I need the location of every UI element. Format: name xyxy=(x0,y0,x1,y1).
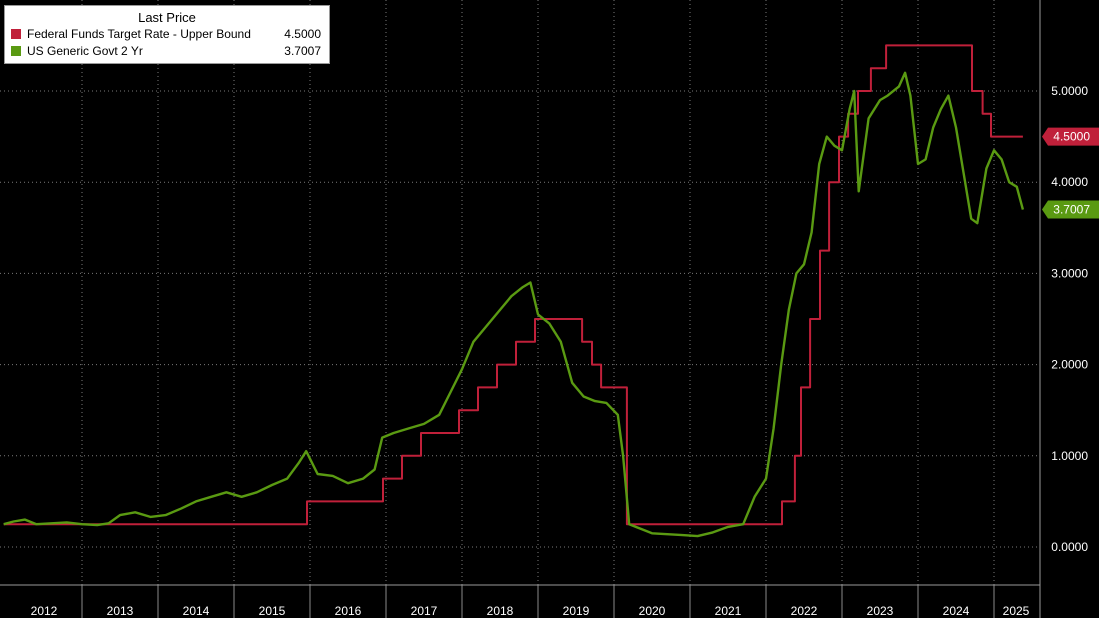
legend: Last Price Federal Funds Target Rate - U… xyxy=(4,5,330,64)
x-tick-label: 2024 xyxy=(943,604,970,618)
y-tick-label: 1.0000 xyxy=(1051,449,1088,463)
legend-value-fed-funds: 4.5000 xyxy=(284,27,321,41)
series-line-us-2yr xyxy=(3,71,1025,538)
y-tick-label: 5.0000 xyxy=(1051,84,1088,98)
x-tick-label: 2020 xyxy=(639,604,666,618)
x-tick-label: 2025 xyxy=(1003,604,1030,618)
last-value-tag-us-2yr: 3.7007 xyxy=(1042,200,1099,219)
x-tick-label: 2018 xyxy=(487,604,514,618)
legend-item-fed-funds: Federal Funds Target Rate - Upper Bound … xyxy=(11,26,321,42)
last-value-tag-bg xyxy=(1042,200,1099,219)
y-tick-label: 2.0000 xyxy=(1051,358,1088,372)
last-value-tag-fed-funds: 4.5000 xyxy=(1042,127,1099,146)
x-tick-label: 2016 xyxy=(335,604,362,618)
x-tick-label: 2014 xyxy=(183,604,210,618)
last-value-tag-bg xyxy=(1042,127,1099,146)
grid-lines xyxy=(0,0,1040,585)
legend-header: Last Price xyxy=(138,10,196,25)
x-tick-label: 2019 xyxy=(563,604,590,618)
x-tick-label: 2013 xyxy=(107,604,134,618)
last-value-text: 3.7007 xyxy=(1053,203,1090,217)
legend-label-fed-funds: Federal Funds Target Rate - Upper Bound xyxy=(27,27,251,41)
last-value-labels: 4.5000 3.7007 xyxy=(1042,127,1099,219)
y-axis-tick-labels: 0.0000 1.0000 2.0000 3.0000 4.0000 5.0000 xyxy=(1051,84,1088,554)
legend-swatch-fed-funds xyxy=(11,29,21,39)
x-tick-label: 2022 xyxy=(791,604,818,618)
legend-swatch-us-2yr xyxy=(11,46,21,56)
series-lines xyxy=(3,44,1025,538)
x-tick-label: 2015 xyxy=(259,604,286,618)
axis-lines xyxy=(0,0,1041,618)
y-tick-label: 4.0000 xyxy=(1051,175,1088,189)
x-axis-tick-labels: 2012 2013 2014 2015 2016 2017 2018 2019 2020 2021… xyxy=(31,604,1030,618)
series-line-fed-funds xyxy=(3,44,1023,526)
y-tick-label: 0.0000 xyxy=(1051,540,1088,554)
x-tick-label: 2021 xyxy=(715,604,742,618)
y-tick-label: 3.0000 xyxy=(1051,266,1088,280)
legend-item-us-2yr: US Generic Govt 2 Yr 3.7007 xyxy=(11,43,321,59)
legend-label-us-2yr: US Generic Govt 2 Yr xyxy=(27,44,143,58)
x-tick-label: 2012 xyxy=(31,604,58,618)
last-value-text: 4.5000 xyxy=(1053,130,1090,144)
x-tick-label: 2017 xyxy=(411,604,438,618)
x-tick-label: 2023 xyxy=(867,604,894,618)
legend-value-us-2yr: 3.7007 xyxy=(284,44,321,58)
